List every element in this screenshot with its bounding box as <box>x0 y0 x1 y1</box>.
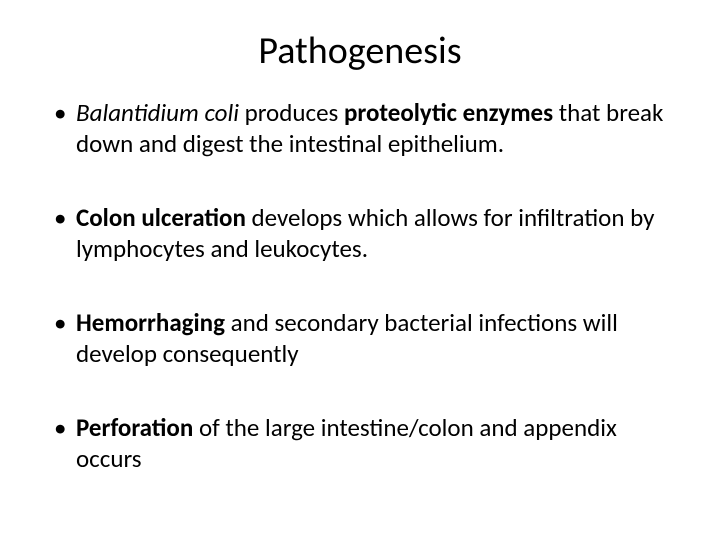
italic-text: Balantidium coli <box>76 97 239 128</box>
bold-text: proteolytic enzymes <box>344 97 553 128</box>
list-item: Hemorrhaging and secondary bacterial inf… <box>50 308 670 369</box>
plain-text: produces <box>239 97 344 128</box>
list-item: Perforation of the large intestine/colon… <box>50 413 670 474</box>
slide-title: Pathogenesis <box>50 28 670 74</box>
bullet-list: Balantidium coli produces proteolytic en… <box>50 98 670 474</box>
list-item: Balantidium coli produces proteolytic en… <box>50 98 670 159</box>
list-item: Colon ulceration develops which allows f… <box>50 203 670 264</box>
bold-text: Hemorrhaging <box>76 307 225 338</box>
bold-text: Colon ulceration <box>76 202 246 233</box>
bold-text: Perforation <box>76 412 193 443</box>
